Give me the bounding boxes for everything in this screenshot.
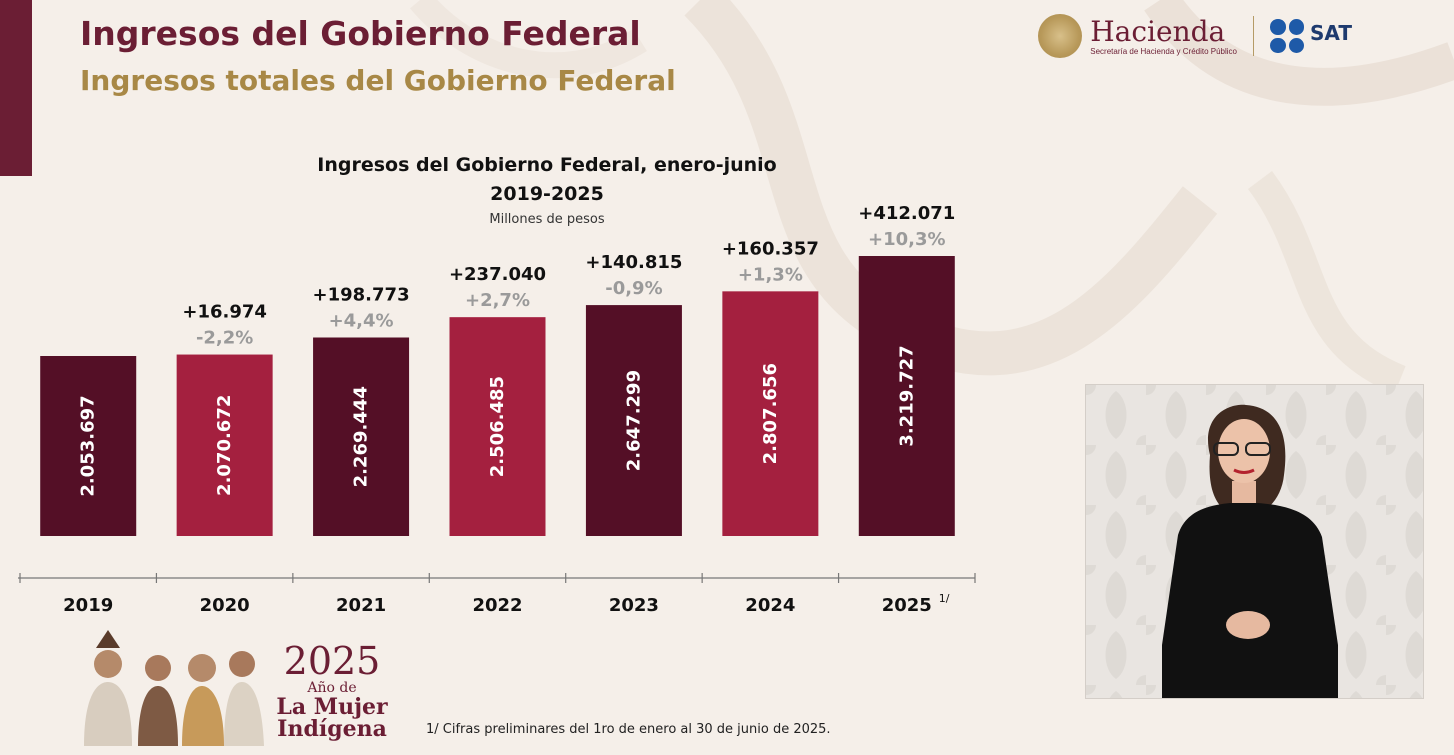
diff-label-2021: +198.773 [313,284,410,305]
x-label-2023: 2023 [609,595,659,616]
pct-label-2021: +4,4% [329,310,394,331]
bar-2024 [722,291,819,536]
pct-label-2023: -0,9% [605,278,662,299]
chart-title: Ingresos del Gobierno Federal, enero-jun… [317,154,776,176]
bar-value-label-2021: 2.269.444 [351,386,372,487]
logos: Hacienda Secretaría de Hacienda y Crédit… [1038,10,1430,62]
bar-2023 [585,305,682,536]
hacienda-name: Hacienda [1090,14,1226,48]
diff-label-2020: +16.974 [182,302,267,323]
pct-label-2024: +1,3% [738,264,803,285]
chart-units: Millones de pesos [489,212,605,227]
bar-2020 [176,354,273,536]
bar-value-label-2023: 2.647.299 [623,370,644,471]
logo-divider [1253,16,1254,56]
x-label-2020: 2020 [200,595,250,616]
pct-label-2020: -2,2% [196,328,253,349]
diff-label-2025: +412.071 [858,203,955,224]
chart-title-years: 2019-2025 [490,183,604,205]
logo-year: 2025 [283,639,381,683]
diff-label-2022: +237.040 [449,264,546,285]
indigenous-women-illustration [84,630,264,746]
year-of-indigenous-woman-logo: 2025 Año de La Mujer Indígena [272,642,392,740]
x-label-2019: 2019 [63,595,113,616]
diff-labels: +16.974 +198.773 +237.040 +140.815 +160.357 +… [182,203,955,323]
x-label-2022: 2022 [472,595,522,616]
bars [40,256,955,536]
pct-labels: -2,2% +4,4% +2,7% -0,9% +1,3% +10,3% [196,229,946,349]
revenue-bar-chart: Ingresos del Gobierno Federal, enero-jun… [18,154,976,616]
x-axis-ticks [19,573,976,583]
logo-ano: Año de [307,680,357,696]
diff-label-2023: +140.815 [585,252,682,273]
bar-value-label-2024: 2.807.656 [760,363,781,464]
pct-label-2025: +10,3% [868,229,946,250]
bar-2021 [313,337,410,536]
x-label-note-2025: 1/ [939,592,950,605]
bar-2022 [449,317,546,536]
sat-name: SAT [1310,21,1352,45]
bar-value-labels: 2.053.697 2.070.672 2.269.444 2.506.485 2.64… [78,345,918,496]
chart-titles: Ingresos del Gobierno Federal, enero-jun… [317,154,776,227]
sat-logo: SAT [1310,22,1430,50]
x-label-2024: 2024 [745,595,795,616]
interpreter-video [1086,385,1423,698]
diff-label-2024: +160.357 [722,238,819,259]
sign-language-interpreter-window [1085,384,1424,699]
accent-bar [0,0,32,176]
bar-2025 [858,256,955,536]
bar-value-label-2025: 3.219.727 [896,345,917,446]
footnote: 1/ Cifras preliminares del 1ro de enero … [426,722,831,737]
page-subtitle: Ingresos totales del Gobierno Federal [80,64,676,97]
hacienda-subtitle: Secretaría de Hacienda y Crédito Público [1090,46,1237,56]
logo-main-1: La Mujer [276,694,388,720]
logo-main-2: Indígena [277,716,387,742]
hacienda-logo: Hacienda Secretaría de Hacienda y Crédit… [1090,14,1237,56]
sat-subtitle [1310,44,1430,50]
bar-value-label-2019: 2.053.697 [78,395,99,496]
sat-dots-icon [1270,19,1304,53]
x-label-2021: 2021 [336,595,386,616]
bar-2019 [40,356,137,536]
x-axis-labels: 2019 2020 2021 2022 2023 2024 2025 1/ [63,592,950,616]
pct-label-2022: +2,7% [465,290,530,311]
page-title: Ingresos del Gobierno Federal [80,14,641,53]
x-label-2025: 2025 [882,595,932,616]
bar-value-label-2020: 2.070.672 [214,395,235,496]
mexico-seal-icon [1038,14,1083,58]
bar-value-label-2022: 2.506.485 [487,376,508,477]
